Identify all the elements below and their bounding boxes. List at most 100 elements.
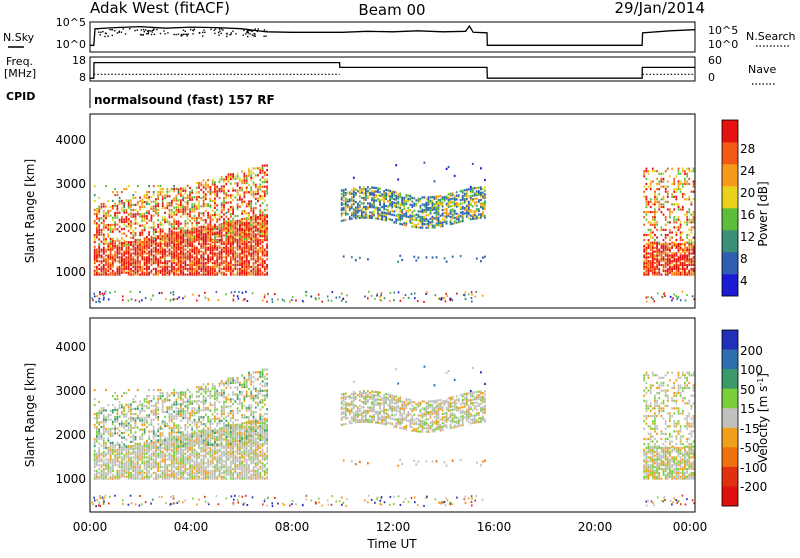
power-cell <box>246 187 248 189</box>
power-cell <box>110 214 112 216</box>
power-cell <box>112 191 114 193</box>
power-cell <box>182 190 184 192</box>
power-cell <box>669 243 671 245</box>
power-cell <box>212 274 214 276</box>
power-cell <box>264 260 266 262</box>
noise-search-dot <box>257 31 258 32</box>
power-cell <box>646 268 648 270</box>
velocity-cell <box>130 416 132 418</box>
power-cell <box>693 247 695 249</box>
power-cell <box>669 221 671 223</box>
velocity-cell <box>128 411 130 413</box>
power-cell <box>180 223 182 225</box>
velocity-cell <box>112 444 114 446</box>
power-cell <box>96 249 98 251</box>
velocity-cell <box>123 470 125 472</box>
power-cell <box>253 235 255 237</box>
power-cell <box>228 211 230 213</box>
power-cell <box>248 222 250 224</box>
power-cell <box>682 251 684 253</box>
power-cell <box>200 226 202 228</box>
power-cell <box>232 208 234 210</box>
power-cell <box>173 270 175 272</box>
power-cell <box>135 227 137 229</box>
power-cell <box>648 242 650 244</box>
power-cell <box>196 191 198 193</box>
velocity-cell <box>107 468 109 470</box>
power-cell <box>476 190 478 192</box>
power-cell <box>448 197 450 199</box>
power-cell <box>221 258 223 260</box>
power-cell <box>148 191 150 193</box>
power-cell <box>241 262 243 264</box>
power-cell <box>96 232 98 234</box>
power-cell <box>646 274 648 276</box>
power-cell <box>650 186 652 188</box>
power-cell <box>185 206 187 208</box>
noise-search-dot <box>226 33 227 34</box>
power-cell <box>691 270 693 272</box>
power-cell <box>678 203 680 205</box>
power-cell <box>232 213 234 215</box>
power-cell <box>216 262 218 264</box>
velocity-cell <box>110 478 112 480</box>
power-cell <box>411 226 413 228</box>
power-cell <box>246 238 248 240</box>
power-cell <box>377 293 379 295</box>
power-cell <box>139 225 141 227</box>
velocity-cell <box>98 472 100 474</box>
power-cell <box>658 203 660 205</box>
power-cell <box>212 252 214 254</box>
power-cell <box>182 241 184 243</box>
power-cell <box>237 262 239 264</box>
power-cell <box>139 197 141 199</box>
power-cell <box>669 270 671 272</box>
power-cell <box>676 239 678 241</box>
power-cell <box>237 241 239 243</box>
power-cell <box>148 210 150 212</box>
power-cell <box>162 228 164 230</box>
power-cell <box>225 194 227 196</box>
power-cell <box>678 274 680 276</box>
power-cell <box>153 194 155 196</box>
power-cell <box>691 191 693 193</box>
power-cell <box>94 262 96 264</box>
power-cell <box>205 297 207 299</box>
power-cell <box>221 247 223 249</box>
power-cell <box>180 249 182 251</box>
power-cell <box>137 211 139 213</box>
power-cell <box>164 260 166 262</box>
power-cell <box>650 198 652 200</box>
power-cell <box>375 191 377 193</box>
power-cell <box>221 249 223 251</box>
velocity-cell <box>121 466 123 468</box>
power-cell <box>94 249 96 251</box>
power-cell <box>96 254 98 256</box>
power-cell <box>688 252 690 254</box>
power-cell <box>351 212 353 214</box>
power-cell <box>121 258 123 260</box>
power-cell <box>205 188 207 190</box>
power-cell <box>250 177 252 179</box>
velocity-cell <box>141 476 143 478</box>
velocity-cell <box>98 447 100 449</box>
power-cell <box>99 293 101 295</box>
velocity-cell <box>103 426 105 428</box>
power-cell <box>198 201 200 203</box>
power-cell <box>389 190 391 192</box>
power-cell <box>248 251 250 253</box>
power-cell <box>426 292 428 294</box>
power-cell <box>682 196 684 198</box>
power-cell <box>185 241 187 243</box>
power-cell <box>185 264 187 266</box>
velocity-cell <box>135 451 137 453</box>
power-cell <box>464 189 466 191</box>
power-cell <box>153 229 155 231</box>
power-cell <box>110 243 112 245</box>
power-cell <box>456 213 458 215</box>
power-cell <box>162 252 164 254</box>
power-cell <box>205 262 207 264</box>
power-cell <box>132 272 134 274</box>
power-cell <box>200 212 202 214</box>
power-cell <box>139 264 141 266</box>
